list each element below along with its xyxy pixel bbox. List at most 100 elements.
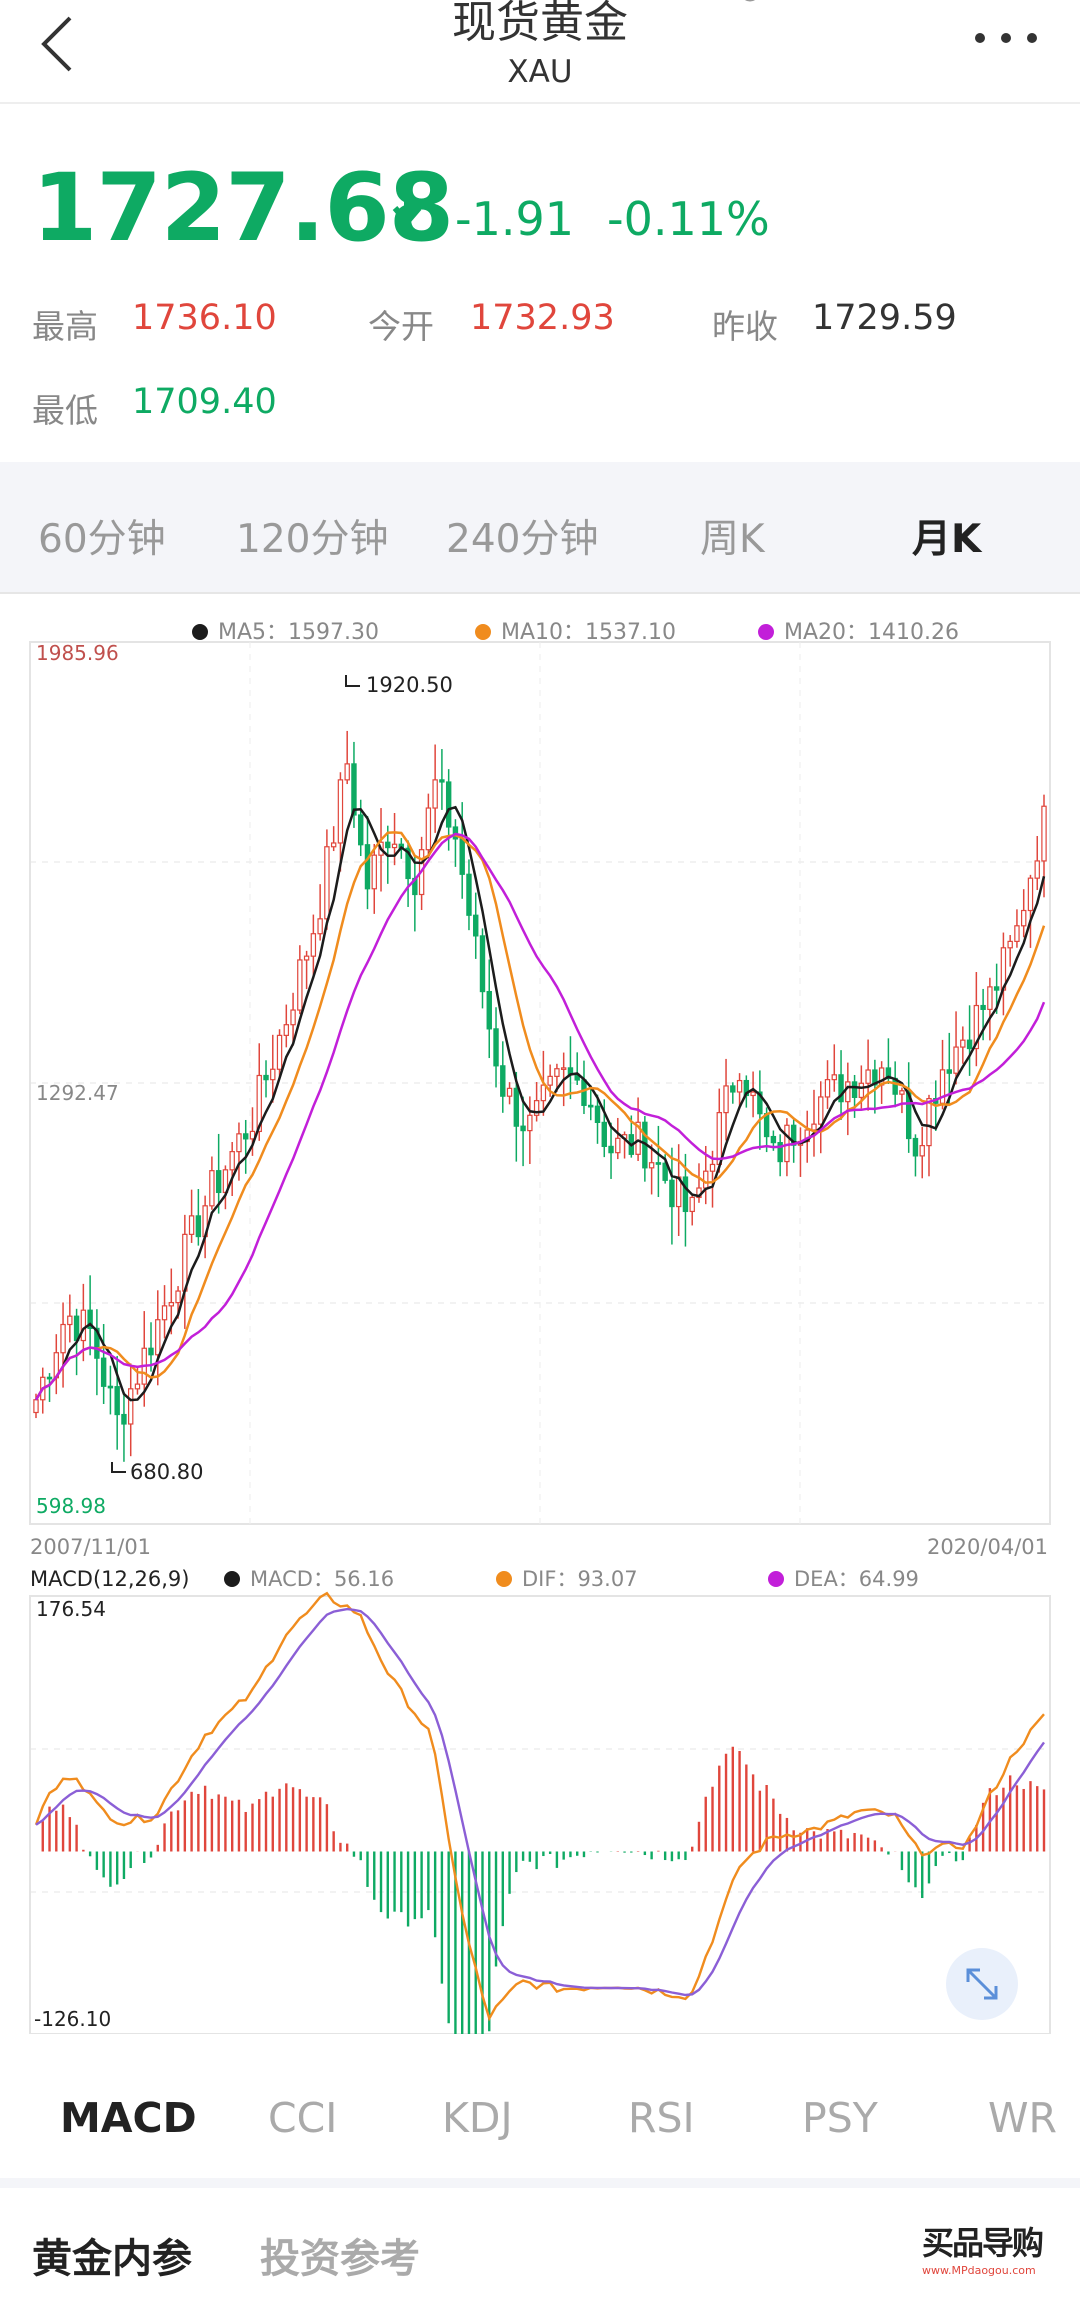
open-label: 今开 — [368, 307, 434, 346]
page-title: 现货黄金 — [452, 0, 628, 48]
chevron-left-icon — [41, 16, 72, 72]
tab-monthly[interactable]: 月K — [912, 517, 982, 562]
tab-cci[interactable]: CCI — [268, 2094, 338, 2142]
candle-up — [506, 1087, 513, 1097]
candle-up — [865, 1069, 871, 1084]
candle-up — [926, 1098, 932, 1147]
candle-up — [960, 1039, 966, 1048]
ma5-dot — [192, 624, 208, 640]
macd-frame — [29, 1595, 1051, 2034]
tab-240min[interactable]: 240分钟 — [446, 517, 599, 562]
watermark: 买品导购 www.MPdaogou.com — [922, 2218, 1062, 2280]
candle-up — [547, 1075, 553, 1086]
tab-60min[interactable]: 60分钟 — [38, 517, 166, 562]
candle-up — [270, 1068, 276, 1081]
price-change: -1.91 — [455, 192, 575, 246]
candle-down — [520, 1125, 526, 1132]
candle-up — [987, 986, 993, 1010]
tab-weekly[interactable]: 周K — [700, 517, 765, 562]
candle-up — [899, 1090, 905, 1095]
candle-down — [493, 1028, 499, 1067]
candle-down — [87, 1309, 93, 1329]
candle-down — [195, 1215, 202, 1238]
candle-up — [276, 1034, 283, 1070]
candle-up — [1007, 940, 1013, 949]
candle-up — [317, 918, 323, 935]
bottom-tabs: 黄金内参 投资参考 买品导购 www.MPdaogou.com — [0, 2188, 1080, 2310]
back-button[interactable] — [30, 6, 90, 78]
candle-up — [209, 1170, 215, 1207]
more-button[interactable] — [970, 30, 1042, 46]
ma20-legend: MA20：1410.26 — [758, 614, 959, 646]
high-value: 1736.10 — [132, 298, 277, 338]
low-label: 最低 — [32, 391, 98, 430]
candle-down — [608, 1145, 614, 1154]
candle-up — [303, 955, 310, 961]
candle-up — [1027, 877, 1034, 912]
tab-psy[interactable]: PSY — [802, 2094, 878, 2142]
ma5-legend-text: MA5：1597.30 — [218, 620, 380, 645]
y-max-label: 1985.96 — [36, 641, 119, 665]
candle-up — [161, 1305, 168, 1321]
high-label: 最高 — [32, 307, 98, 346]
peak-pointer — [345, 675, 360, 687]
candle-up — [80, 1309, 87, 1342]
candle-down — [885, 1067, 892, 1080]
candle-down — [46, 1376, 53, 1380]
candle-down — [364, 844, 371, 890]
candle-up — [1014, 925, 1020, 942]
ma10-dot — [475, 624, 491, 640]
candle-up — [391, 843, 398, 849]
candle-up — [858, 1082, 865, 1098]
ma5-line — [34, 805, 1046, 1402]
macd-title: MACD(12,26,9) — [30, 1567, 190, 1591]
tab-kdj[interactable]: KDJ — [442, 2094, 513, 2142]
candle-up — [533, 1100, 540, 1116]
candle-down — [473, 914, 479, 937]
candle-up — [168, 1301, 175, 1307]
tab-rsi[interactable]: RSI — [628, 2094, 695, 2142]
tab-120min[interactable]: 120分钟 — [236, 517, 389, 562]
candle-down — [121, 1413, 127, 1425]
tab-wr[interactable]: WR — [988, 2094, 1058, 2142]
tab-macd[interactable]: MACD — [60, 2094, 197, 2142]
candle-up — [33, 1399, 39, 1414]
expand-chart-button[interactable] — [946, 1948, 1018, 2020]
candle-down — [215, 1170, 222, 1194]
trough-label: 680.80 — [130, 1460, 203, 1484]
indicator-tabs: MACD CCI KDJ RSI PSY WR — [0, 2064, 1080, 2180]
candle-down — [757, 1091, 763, 1115]
macd-legend-text: MACD：56.16 — [250, 1567, 394, 1591]
candle-down — [980, 1004, 986, 1010]
candle-down — [912, 1137, 919, 1157]
candle-down — [405, 847, 411, 880]
candle-down — [993, 986, 1000, 991]
candle-up — [283, 1024, 290, 1036]
watermark-url: www.MPdaogou.com — [922, 2264, 1036, 2277]
candle-up — [1034, 860, 1040, 879]
candle-up — [811, 1123, 817, 1131]
candle-down — [459, 838, 465, 875]
candle-up — [845, 1081, 851, 1103]
ma-lines — [34, 805, 1046, 1402]
chart-area[interactable]: MA5：1597.30 MA10：1537.10 MA20：1410.26 19… — [0, 594, 1080, 2034]
candle-down — [114, 1386, 120, 1416]
candle-down — [466, 873, 472, 916]
tab-gold-insider[interactable]: 黄金内参 — [32, 2236, 192, 2282]
candle-down — [500, 1065, 506, 1097]
candle-up — [689, 1196, 695, 1213]
candle-down — [148, 1347, 154, 1356]
tab-investment-ref[interactable]: 投资参考 — [260, 2236, 420, 2282]
candle-up — [425, 807, 432, 851]
watermark-brand: 买品导购 — [922, 2224, 1044, 2262]
candle-down — [94, 1327, 100, 1359]
candle-up — [310, 933, 317, 957]
candle-down — [439, 779, 445, 783]
candle-down — [601, 1121, 607, 1148]
candle-down — [581, 1079, 587, 1106]
candle-down — [682, 1176, 689, 1213]
candle-up — [736, 1079, 743, 1093]
candle-down — [730, 1085, 736, 1093]
ma20-dot — [758, 624, 774, 640]
candle-down — [838, 1074, 844, 1103]
